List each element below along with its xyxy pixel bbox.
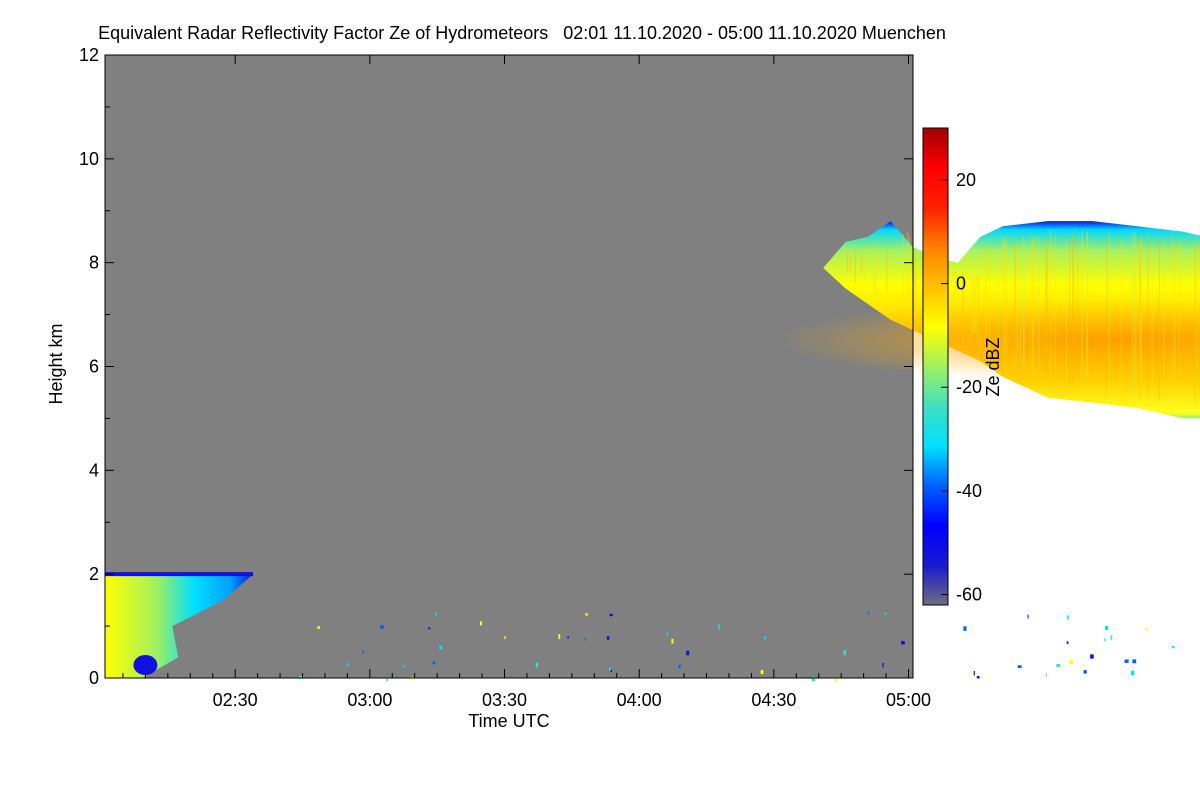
clutter-echo <box>584 638 586 641</box>
clutter-echo <box>585 613 588 616</box>
clutter-echo <box>480 621 482 626</box>
clutter-echo <box>764 636 767 640</box>
clutter-echo <box>380 625 384 629</box>
clutter-echo <box>1067 615 1069 620</box>
y-tick-label: 10 <box>79 149 99 169</box>
clutter-echo <box>504 636 506 639</box>
clutter-echo <box>1083 670 1087 674</box>
clutter-echo <box>678 664 681 669</box>
clutter-echo <box>609 667 611 671</box>
clutter-echo <box>1104 638 1106 642</box>
colorbar-tick-label: -40 <box>956 481 982 501</box>
clutter-echo <box>1105 625 1109 630</box>
clutter-echo <box>976 676 980 679</box>
clutter-echo <box>1124 659 1129 663</box>
clutter-echo <box>428 627 431 630</box>
y-tick-label: 2 <box>89 564 99 584</box>
x-tick-label: 04:30 <box>751 690 796 710</box>
clutter-echo <box>299 676 303 679</box>
clutter-echo <box>973 670 975 676</box>
x-tick-label: 03:00 <box>347 690 392 710</box>
clutter-echo <box>671 638 674 644</box>
x-axis: 02:30 03:00 03:30 04:00 04:30 05:00 <box>122 55 931 710</box>
x-tick-label: 03:30 <box>482 690 527 710</box>
clutter-echo <box>1069 659 1073 664</box>
y-axis: 0 2 4 6 8 10 12 <box>79 45 913 688</box>
y-axis-label: Height km <box>46 323 66 404</box>
colorbar-tick-label: 0 <box>956 274 966 294</box>
y-tick-label: 8 <box>89 253 99 273</box>
clutter-echo <box>609 613 613 617</box>
clutter-echo <box>432 661 436 665</box>
clutter-echo <box>1045 673 1047 677</box>
clutter-echo <box>1110 635 1113 640</box>
colorbar-label: Ze dBZ <box>983 337 1003 396</box>
colorbar-axis: -60 -40 -20 0 20 <box>941 170 982 605</box>
clutter-echo <box>1131 670 1135 675</box>
clutter-echo <box>666 631 668 636</box>
clutter-echo <box>1145 627 1148 631</box>
clutter-echo <box>1027 614 1029 619</box>
clutter-echo <box>1066 641 1069 644</box>
clutter-echo <box>567 636 569 639</box>
colorbar-tick-label: -20 <box>956 377 982 397</box>
low-level-echo <box>105 574 254 678</box>
clutter-echo <box>1090 654 1094 659</box>
low-echo-base <box>133 655 158 676</box>
clutter-echo <box>1017 665 1022 668</box>
clutter-echo <box>403 665 406 668</box>
clutter-echo <box>362 649 364 654</box>
x-tick-label: 02:30 <box>213 690 258 710</box>
clutter-echo <box>718 624 720 630</box>
echo-layer <box>105 221 1200 682</box>
clutter-echo <box>1171 646 1175 649</box>
clutter-echo <box>317 626 320 629</box>
y-tick-label: 6 <box>89 357 99 377</box>
colorbar-tick-label: 20 <box>956 170 976 190</box>
clutter-echo <box>963 626 967 631</box>
chart-title: Equivalent Radar Reflectivity Factor Ze … <box>98 23 946 43</box>
clutter-echo <box>1132 659 1137 664</box>
x-tick-label: 04:00 <box>617 690 662 710</box>
clutter-echo <box>386 676 388 682</box>
clutter-echo <box>435 612 437 617</box>
y-tick-label: 12 <box>79 45 99 65</box>
clutter-echo <box>868 611 870 615</box>
clutter-echo <box>1056 664 1061 668</box>
clutter-echo <box>884 612 887 615</box>
clutter-echo <box>843 650 846 656</box>
clutter-echo <box>882 662 884 668</box>
clutter-echo <box>346 663 349 667</box>
x-axis-label: Time UTC <box>468 711 549 731</box>
clutter-echo <box>835 677 838 682</box>
colorbar <box>922 127 949 606</box>
clutter-echo <box>686 650 690 656</box>
y-tick-label: 0 <box>89 668 99 688</box>
clutter-echo <box>811 676 816 682</box>
colorbar-tick-label: -60 <box>956 585 982 605</box>
clutter-echo <box>901 641 905 645</box>
clutter-echo <box>610 669 612 673</box>
clutter-echo <box>439 645 443 650</box>
x-tick-label: 05:00 <box>886 690 931 710</box>
clutter-echo <box>535 662 538 668</box>
y-tick-label: 4 <box>89 460 99 480</box>
clutter-echo <box>558 634 561 640</box>
clutter-echo <box>606 636 610 640</box>
cloud-core-echo <box>778 299 1200 383</box>
clutter-echo <box>760 670 764 675</box>
